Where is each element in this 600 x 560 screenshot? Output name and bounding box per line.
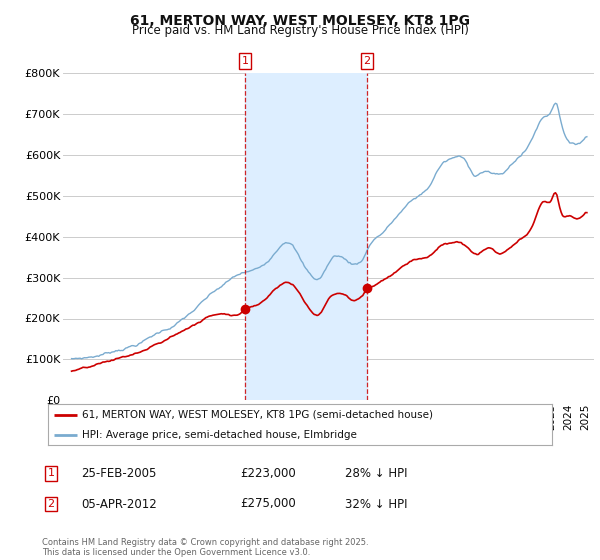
Text: 1: 1	[47, 468, 55, 478]
Text: 2: 2	[364, 56, 371, 66]
Text: 61, MERTON WAY, WEST MOLESEY, KT8 1PG: 61, MERTON WAY, WEST MOLESEY, KT8 1PG	[130, 14, 470, 28]
Text: 1: 1	[241, 56, 248, 66]
Text: 25-FEB-2005: 25-FEB-2005	[81, 466, 157, 480]
Text: HPI: Average price, semi-detached house, Elmbridge: HPI: Average price, semi-detached house,…	[82, 430, 357, 440]
Bar	[245, 73, 367, 400]
Text: 28% ↓ HPI: 28% ↓ HPI	[345, 466, 407, 480]
Text: 32% ↓ HPI: 32% ↓ HPI	[345, 497, 407, 511]
Text: 61, MERTON WAY, WEST MOLESEY, KT8 1PG (semi-detached house): 61, MERTON WAY, WEST MOLESEY, KT8 1PG (s…	[82, 409, 433, 419]
Text: 05-APR-2012: 05-APR-2012	[81, 497, 157, 511]
Text: 2: 2	[47, 499, 55, 509]
Text: Contains HM Land Registry data © Crown copyright and database right 2025.
This d: Contains HM Land Registry data © Crown c…	[42, 538, 368, 557]
Text: £275,000: £275,000	[240, 497, 296, 511]
Text: £223,000: £223,000	[240, 466, 296, 480]
Text: Price paid vs. HM Land Registry's House Price Index (HPI): Price paid vs. HM Land Registry's House …	[131, 24, 469, 36]
